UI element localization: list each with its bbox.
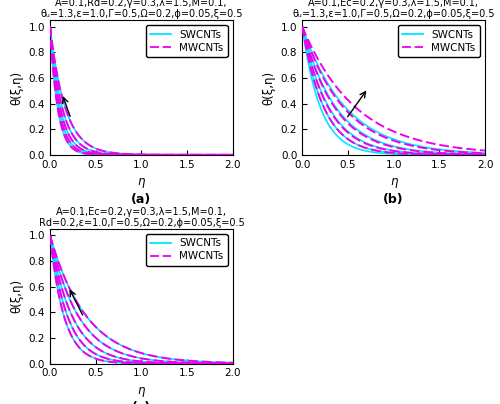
Title: A=0.1,Ec=0.2,γ=0.3,λ=1.5,M=0.1,
Rd=0.2,ε=1.0,Γ=0.5,Ω=0.2,ϕ=0.05,ξ=0.5: A=0.1,Ec=0.2,γ=0.3,λ=1.5,M=0.1, Rd=0.2,ε… bbox=[38, 206, 244, 228]
X-axis label: η: η bbox=[390, 175, 398, 188]
Title: A=0.1,Rd=0.2,γ=0.3,λ=1.5,M=0.1,
θᵤ=1.3,ε=1.0,Γ=0.5,Ω=0.2,ϕ=0.05,ξ=0.5: A=0.1,Rd=0.2,γ=0.3,λ=1.5,M=0.1, θᵤ=1.3,ε… bbox=[40, 0, 242, 19]
Legend: SWCNTs, MWCNTs: SWCNTs, MWCNTs bbox=[398, 25, 480, 57]
X-axis label: η: η bbox=[138, 175, 145, 188]
Text: (a): (a) bbox=[132, 193, 152, 206]
Y-axis label: θ(ξ,η): θ(ξ,η) bbox=[10, 70, 23, 105]
Legend: SWCNTs, MWCNTs: SWCNTs, MWCNTs bbox=[146, 234, 228, 265]
Legend: SWCNTs, MWCNTs: SWCNTs, MWCNTs bbox=[146, 25, 228, 57]
Title: A=0.1,Ec=0.2,γ=0.3,λ=1.5,M=0.1,
θᵤ=1.3,ε=1.0,Γ=0.5,Ω=0.2,ϕ=0.05,ξ=0.5: A=0.1,Ec=0.2,γ=0.3,λ=1.5,M=0.1, θᵤ=1.3,ε… bbox=[292, 0, 495, 19]
Text: (b): (b) bbox=[384, 193, 404, 206]
Text: (c): (c) bbox=[132, 401, 151, 404]
Y-axis label: θ(ξ,η): θ(ξ,η) bbox=[262, 70, 276, 105]
X-axis label: η: η bbox=[138, 384, 145, 397]
Y-axis label: θ(ξ,η): θ(ξ,η) bbox=[10, 279, 23, 314]
